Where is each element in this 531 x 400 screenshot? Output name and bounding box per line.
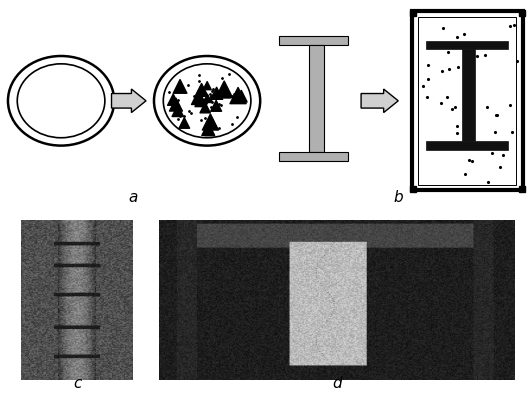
Point — [220, 86, 228, 92]
Point — [206, 119, 215, 125]
Point — [169, 96, 177, 103]
Text: d: d — [332, 376, 342, 392]
Point — [176, 83, 184, 90]
Circle shape — [154, 56, 260, 146]
Point — [174, 108, 182, 114]
Point — [198, 87, 206, 93]
Point — [196, 98, 205, 104]
Point — [212, 90, 221, 96]
Point — [237, 93, 245, 99]
Bar — [412, 11, 523, 190]
Circle shape — [164, 64, 251, 138]
Point — [203, 95, 212, 102]
Bar — [279, 36, 348, 45]
Bar — [426, 141, 509, 150]
Point — [204, 126, 212, 132]
Point — [194, 94, 203, 100]
Point — [201, 104, 209, 111]
Point — [221, 89, 230, 96]
Text: c: c — [73, 376, 81, 392]
Bar — [279, 152, 348, 161]
Text: b: b — [393, 190, 403, 205]
FancyArrow shape — [361, 89, 398, 112]
Point — [234, 92, 242, 99]
Text: a: a — [128, 190, 138, 205]
Bar — [426, 41, 509, 49]
Point — [180, 120, 189, 126]
Point — [205, 128, 214, 134]
Point — [203, 82, 211, 89]
Bar — [462, 49, 475, 141]
Bar — [309, 45, 324, 152]
Point — [212, 103, 220, 109]
Bar — [418, 17, 516, 185]
Point — [172, 101, 180, 108]
FancyArrow shape — [112, 89, 146, 112]
